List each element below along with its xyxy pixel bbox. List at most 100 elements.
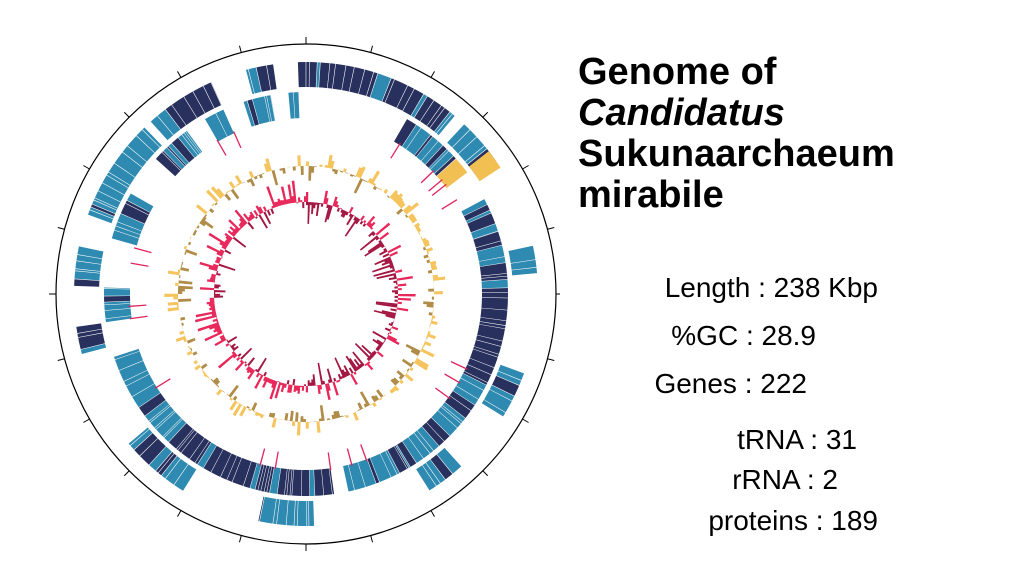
gc-content-bar (402, 204, 412, 213)
gc-skew-bar (234, 209, 248, 225)
gc-content-bar (289, 410, 294, 422)
reverse-gene-segment (402, 124, 421, 150)
gc-skew-bar (374, 256, 391, 266)
gc-content-bar (216, 388, 223, 396)
reverse-gene-segment (474, 339, 501, 354)
gc-skew-bar (363, 219, 367, 224)
gc-content-bar (426, 259, 431, 264)
reverse-gene-segment (479, 317, 507, 326)
gc-skew-bar (394, 318, 395, 321)
forward-gene-segment (150, 116, 174, 141)
gc-skew-bar (247, 357, 255, 367)
gc-skew-bar (211, 273, 217, 277)
gc-skew-bar (234, 360, 245, 371)
gc-skew-bar (214, 284, 221, 287)
forward-gene-segment (416, 465, 437, 491)
gc-content-bar (415, 358, 429, 368)
gc-skew-bar (253, 209, 259, 217)
gc-skew-bar (387, 334, 398, 342)
gc-skew-bar (381, 310, 396, 316)
trna-mark (450, 361, 468, 370)
gc-skew-bar (353, 215, 356, 217)
forward-gene-segment (396, 85, 415, 111)
gc-content-bar (187, 241, 192, 246)
gc-content-bar (352, 411, 359, 421)
gc-content-bar (431, 266, 438, 271)
gc-content-bar (228, 181, 236, 189)
reverse-gene-segment (367, 458, 380, 484)
forward-gene-segment (165, 458, 188, 485)
gc-skew-bar (378, 239, 382, 244)
gc-content-bar (412, 223, 415, 226)
gc-skew-bar (270, 379, 274, 385)
forward-gene-segment (420, 100, 442, 126)
gc-skew-bar (249, 214, 254, 220)
genome-outline-ring (55, 43, 557, 545)
gc-skew-bar (382, 253, 390, 258)
reverse-gene-segment (181, 432, 205, 459)
forward-gene-segment (370, 73, 391, 102)
gc-content-bar (236, 401, 240, 405)
gc-content-bar (258, 173, 263, 179)
gc-content-bar (423, 341, 432, 347)
gc-skew-bar (380, 244, 385, 249)
reverse-gene-segment (397, 441, 417, 467)
gc-content-bar (167, 301, 179, 306)
gc-skew-bar (381, 260, 393, 266)
gc-skew-bar (214, 338, 227, 347)
gc-content-bar (263, 414, 267, 416)
gc-content-bar (297, 155, 301, 167)
tick-mark (430, 510, 435, 517)
reverse-gene-segment (195, 441, 212, 465)
reverse-gene-segment (481, 297, 508, 310)
gc-content-bar (179, 312, 180, 316)
gc-content-bar (347, 413, 351, 415)
gc-content-bar (379, 187, 383, 191)
forward-gene-segment (306, 62, 310, 88)
reverse-gene-segment (164, 419, 187, 442)
gc-skew-bar (346, 214, 354, 226)
reverse-gene-segment (425, 145, 447, 168)
gc-skew-bar (375, 222, 391, 236)
gc-content-bar (224, 392, 227, 395)
trna-mark (128, 304, 147, 308)
gc-skew-bar (397, 294, 416, 297)
gc-content-bar (256, 174, 260, 177)
gc-skew-bar (353, 358, 362, 369)
gc-content-bar (419, 234, 421, 238)
reverse-gene-segment (132, 383, 161, 408)
gc-skew-bar (211, 309, 216, 312)
stat-gc: %GC : 28.9 (671, 320, 816, 351)
reverse-gene-segment (114, 226, 141, 239)
reverse-gene-segment (469, 349, 498, 368)
gc-content-bar (176, 304, 179, 308)
forward-gene-segment (434, 112, 452, 134)
forward-gene-segment (89, 207, 115, 219)
gc-content-bar (363, 403, 368, 408)
gc-skew-bar (389, 251, 399, 257)
gc-content-bar (251, 402, 258, 411)
gc-skew-bar (306, 201, 309, 206)
gc-content-bar (390, 378, 398, 386)
gc-content-bar (180, 316, 186, 321)
reverse-gene-segment (264, 95, 272, 122)
gc-content-bar (362, 407, 366, 409)
forward-gene-segment (75, 268, 101, 274)
gc-skew-bar (274, 201, 278, 208)
scale-ticks (49, 37, 560, 551)
gc-skew-bar (379, 232, 390, 241)
trna-mark (346, 448, 353, 467)
gc-skew-bar (334, 357, 346, 379)
forward-gene-segment (436, 114, 455, 136)
gc-skew-bar (232, 236, 247, 248)
reverse-gene-segment (163, 418, 183, 438)
reverse-gene-segment (215, 109, 234, 137)
tick-mark (83, 418, 90, 423)
gc-content-bar (399, 202, 406, 209)
gc-content-bar (167, 270, 180, 276)
reverse-gene-segment (408, 433, 430, 459)
gc-skew-bar (287, 184, 293, 204)
gc-content-bar (371, 395, 377, 403)
gc-content-bar (182, 328, 184, 331)
reverse-gene-segment (370, 453, 391, 483)
